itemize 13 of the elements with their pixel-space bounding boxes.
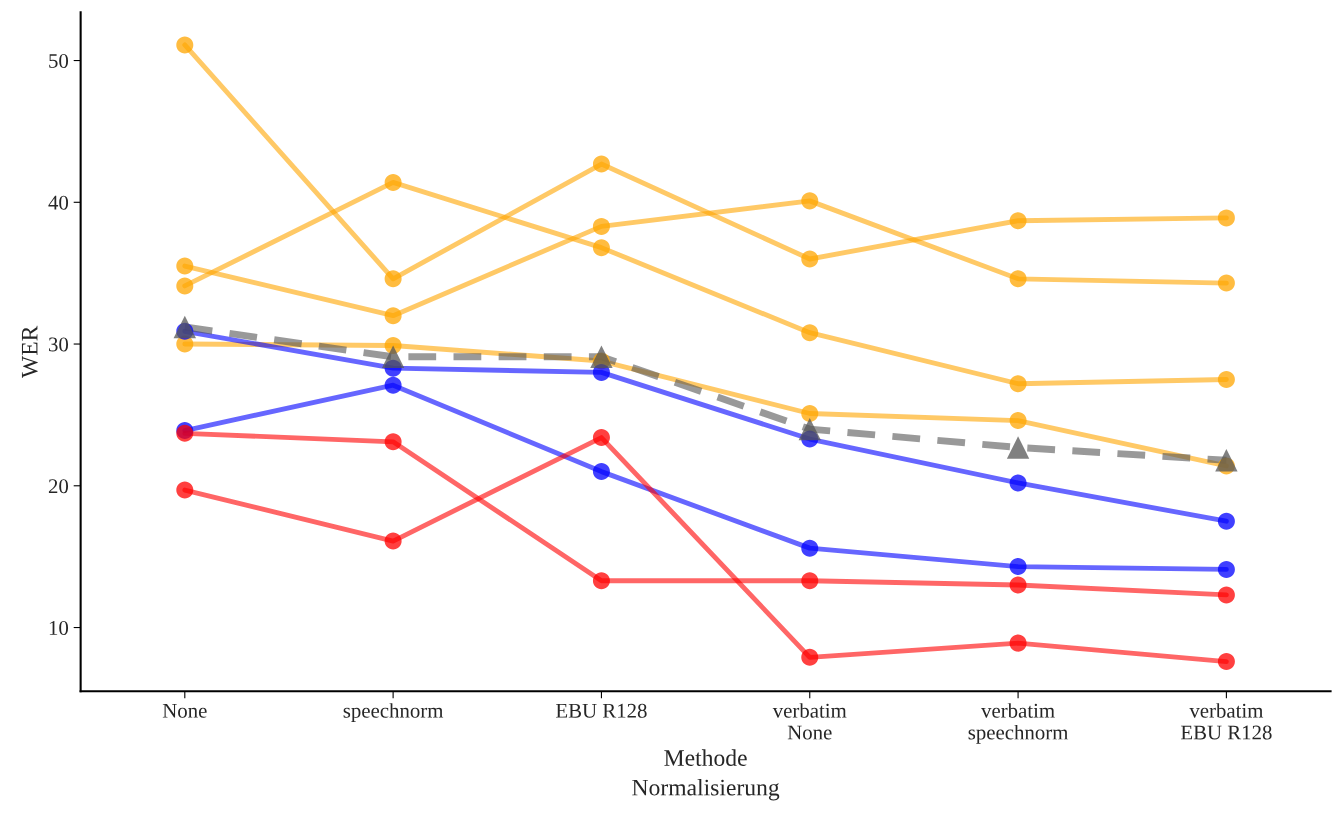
y-tick-label: 40	[48, 195, 69, 210]
x-tick-label: verbatim EBU R128	[1180, 703, 1272, 740]
x-tick-label: verbatim None	[772, 703, 847, 740]
y-tick-label: 20	[48, 479, 69, 494]
x-tick-label: verbatim speechnorm	[968, 703, 1069, 744]
y-tick-label: 50	[49, 53, 69, 68]
y-axis-title: WER	[21, 325, 38, 379]
y-tick-label: 30	[49, 337, 69, 352]
x-axis-title: Methode Normalisierung	[632, 749, 780, 801]
x-tick-label: EBU R128	[556, 703, 647, 718]
y-tick-label: 10	[49, 620, 69, 635]
x-tick-label: speechnorm	[343, 703, 444, 723]
x-tick-label: None	[162, 703, 207, 718]
